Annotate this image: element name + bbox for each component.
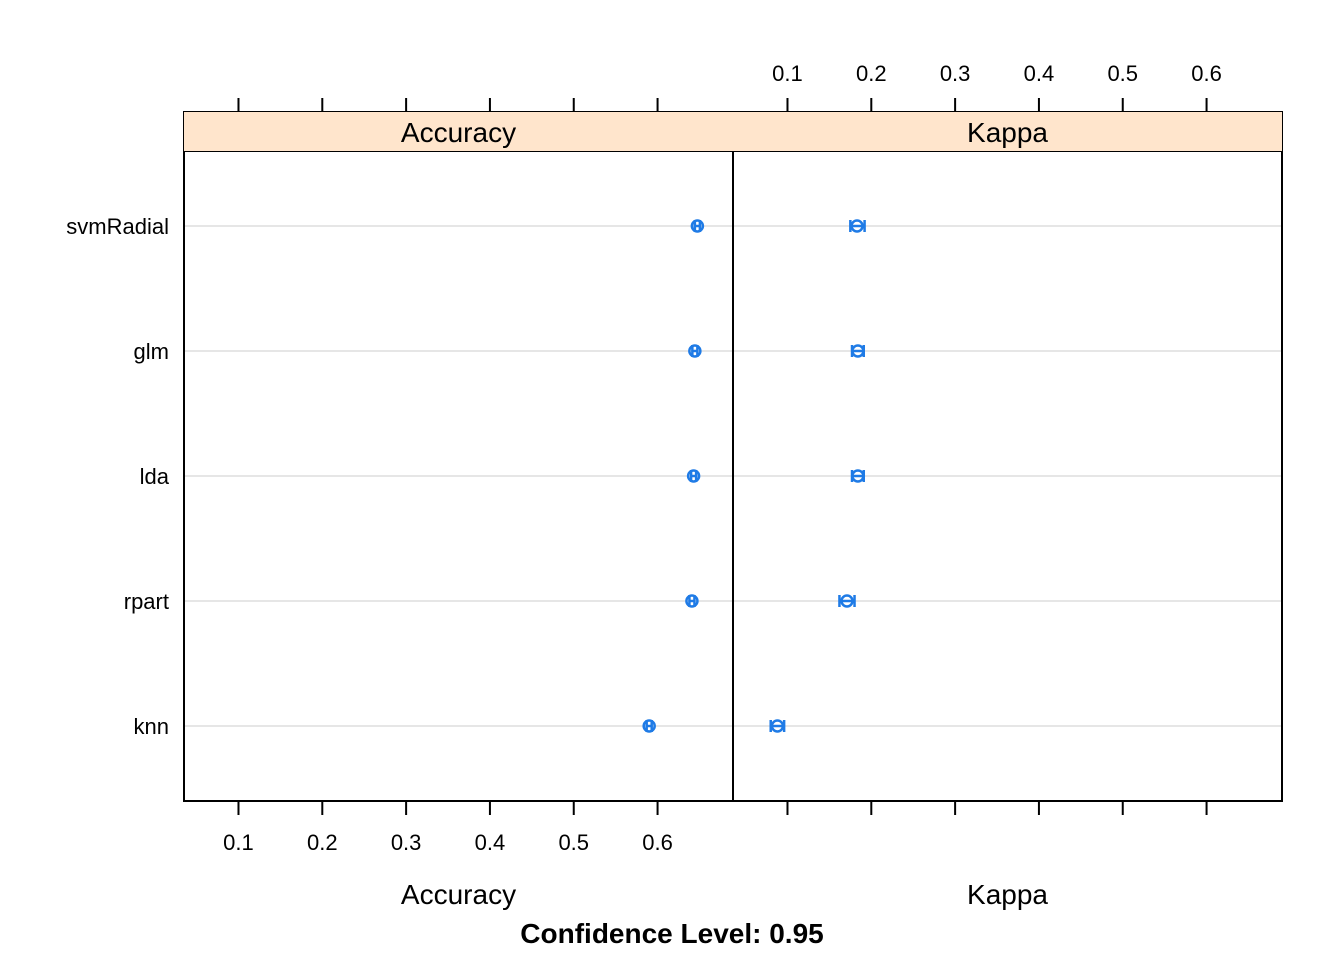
point-accuracy-glm — [688, 344, 702, 358]
point-kappa-svmRadial — [849, 219, 866, 233]
point-marker-kappa-lda — [851, 469, 865, 483]
point-accuracy-svmRadial — [690, 219, 705, 233]
point-marker-accuracy-lda — [686, 469, 701, 483]
point-marker-kappa-glm — [851, 344, 865, 358]
tick-label-kappa-2: 0.3 — [940, 61, 971, 86]
point-accuracy-lda — [686, 469, 701, 483]
strip-bg-accuracy — [184, 112, 733, 151]
point-marker-accuracy-svmRadial — [690, 219, 705, 233]
point-marker-accuracy-glm — [688, 344, 702, 358]
point-accuracy-rpart — [685, 594, 699, 608]
tick-label-kappa-3: 0.4 — [1024, 61, 1055, 86]
category-labels: svmRadial glm lda rpart knn — [66, 214, 169, 739]
strip-label-kappa: Kappa — [967, 117, 1048, 148]
tick-label-accuracy-0: 0.1 — [223, 830, 254, 855]
point-kappa-knn — [769, 719, 786, 733]
point-marker-kappa-knn — [770, 719, 785, 733]
point-marker-kappa-rpart — [840, 594, 854, 608]
category-label-glm: glm — [134, 339, 169, 364]
tick-label-accuracy-5: 0.6 — [642, 830, 673, 855]
tick-label-accuracy-1: 0.2 — [307, 830, 338, 855]
axis-labels: Accuracy Kappa — [401, 879, 1048, 910]
category-label-svmRadial: svmRadial — [66, 214, 169, 239]
category-label-knn: knn — [134, 714, 169, 739]
panel-strips: Accuracy Kappa — [184, 112, 1282, 151]
strip-bg-kappa — [733, 112, 1282, 151]
category-label-rpart: rpart — [124, 589, 169, 614]
panel-frames — [183, 111, 1283, 802]
category-label-lda: lda — [140, 464, 170, 489]
axis-ticks: 0.1 0.2 0.3 0.4 0.5 0.6 0.1 0.2 0.3 0.4 0.5 0.6 — [223, 61, 1222, 855]
point-kappa-rpart — [838, 594, 856, 608]
tick-label-accuracy-4: 0.5 — [558, 830, 589, 855]
point-accuracy-knn — [642, 719, 656, 733]
tick-label-kappa-5: 0.6 — [1191, 61, 1222, 86]
tick-label-kappa-4: 0.5 — [1107, 61, 1138, 86]
strip-label-accuracy: Accuracy — [401, 117, 516, 148]
point-marker-kappa-svmRadial — [850, 219, 864, 233]
point-marker-accuracy-rpart — [685, 594, 699, 608]
point-marker-accuracy-knn — [642, 719, 656, 733]
confidence-level-label: Confidence Level: 0.95 — [520, 918, 823, 949]
tick-label-accuracy-2: 0.3 — [391, 830, 422, 855]
xlabel-accuracy: Accuracy — [401, 879, 516, 910]
xlabel-kappa: Kappa — [967, 879, 1048, 910]
point-kappa-glm — [850, 344, 866, 358]
tick-label-accuracy-3: 0.4 — [475, 830, 506, 855]
point-kappa-lda — [850, 469, 866, 483]
data-points — [642, 219, 866, 733]
tick-label-kappa-0: 0.1 — [772, 61, 803, 86]
tick-label-kappa-1: 0.2 — [856, 61, 887, 86]
